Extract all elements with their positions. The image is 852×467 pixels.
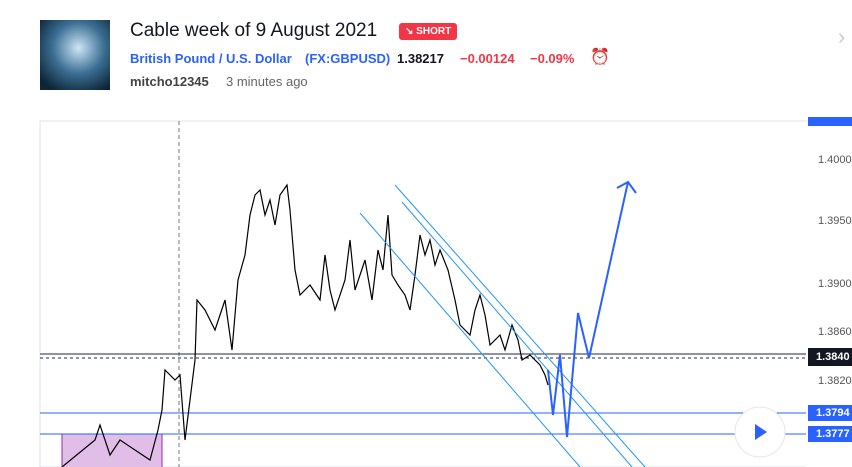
axis-label: 1.4000: [818, 154, 852, 166]
price-series: [61, 183, 549, 467]
avatar[interactable]: [40, 20, 110, 90]
symbol-name[interactable]: British Pound / U.S. Dollar: [130, 51, 292, 66]
channel-line: [359, 212, 581, 467]
alert-icon[interactable]: ⏰: [590, 49, 610, 66]
price-tag: 1.3777: [816, 428, 850, 440]
axis-label: 1.3950: [818, 215, 852, 227]
axis-label: 1.3900: [818, 278, 852, 290]
idea-title: Cable week of 9 August 2021: [130, 20, 378, 41]
axis-tag: [808, 117, 852, 126]
price-tag: 1.3840: [816, 351, 850, 363]
short-badge: ↘ SHORT: [399, 23, 458, 40]
symbol-ticker[interactable]: (FX:GBPUSD): [305, 51, 391, 66]
price-tag-bg: [808, 348, 852, 366]
author[interactable]: mitcho12345: [130, 74, 209, 89]
channel-line: [401, 201, 633, 467]
price: 1.38217: [397, 51, 444, 66]
forecast-arrow: [547, 180, 637, 438]
price-change: −0.00124: [460, 51, 515, 66]
price-tag-bg: [808, 405, 852, 421]
price-tag-bg: [808, 426, 852, 442]
channel-line: [394, 184, 646, 467]
chart-frame: [39, 120, 852, 467]
price-change-percent: −0.09%: [530, 51, 575, 66]
axis-label: 1.3820: [818, 375, 852, 387]
badge-text: SHORT: [416, 26, 452, 37]
axis-label: 1.3860: [818, 326, 852, 338]
range-box: [61, 433, 163, 467]
price-tag: 1.3794: [816, 407, 851, 419]
next-arrow[interactable]: ›: [838, 24, 846, 49]
play-icon: [755, 424, 767, 440]
post-time: 3 minutes ago: [226, 74, 308, 89]
